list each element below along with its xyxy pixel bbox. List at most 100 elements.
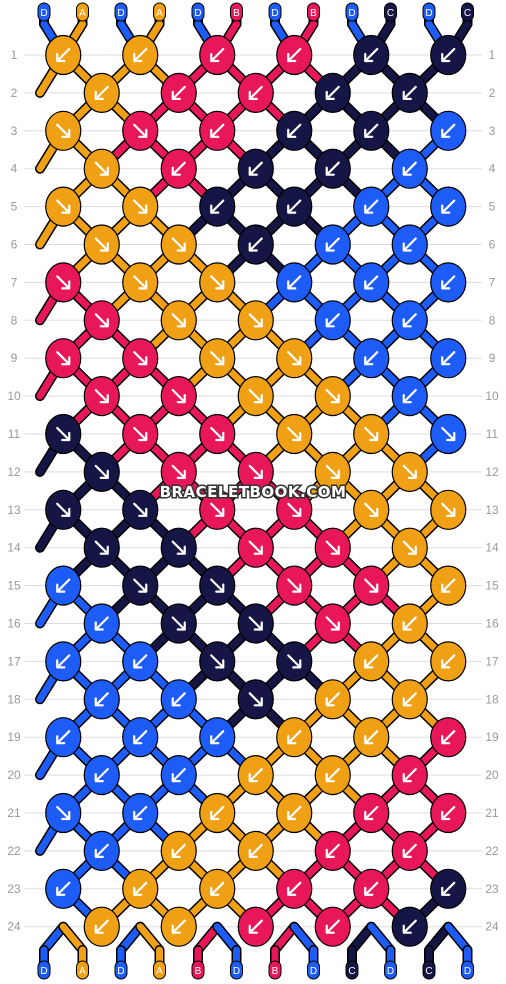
top-strand-label: D <box>422 2 436 22</box>
row-number-left: 23 <box>7 882 21 896</box>
arrow-down-right-icon <box>56 805 71 821</box>
bottom-strand-label: B <box>268 960 282 980</box>
strand-cap <box>461 2 474 22</box>
arrow-down-left-icon <box>210 881 225 896</box>
knot <box>83 376 120 417</box>
arrow-down-left-icon <box>171 843 186 858</box>
knot <box>430 262 467 303</box>
arrow-down-left-icon <box>248 843 263 858</box>
arrow-down-right-icon <box>248 540 263 555</box>
strand-cap <box>37 960 51 980</box>
arrow-down-right-icon <box>56 123 71 138</box>
arrow-down-left-icon <box>441 730 456 745</box>
arrow-down-left-icon <box>402 768 417 783</box>
arrow-down-left-icon <box>56 654 71 669</box>
arrow-down-left-icon <box>402 389 417 404</box>
row-number-left: 13 <box>7 503 21 517</box>
bottom-strand-label: D <box>307 960 320 980</box>
strand-letter: B <box>195 966 202 977</box>
arrow-down-left-icon <box>287 730 302 745</box>
strand-cap <box>114 960 128 980</box>
row-number-right: 23 <box>485 882 499 896</box>
arrow-down-left-icon <box>402 843 417 858</box>
thread-segment <box>367 923 394 954</box>
arrow-down-left-icon <box>364 730 379 745</box>
knot <box>45 489 82 530</box>
knot <box>353 717 390 758</box>
row-number-left: 24 <box>7 920 21 934</box>
row-number-left: 6 <box>11 238 18 252</box>
row-number-left: 17 <box>7 654 21 668</box>
strand-cap <box>153 960 166 980</box>
arrow-down-left-icon <box>133 805 148 821</box>
arrow-down-right-icon <box>133 426 148 442</box>
knot <box>45 413 82 455</box>
knot <box>391 603 428 644</box>
bottom-strand-label: C <box>422 960 436 980</box>
knot <box>122 110 159 151</box>
row-number-right: 16 <box>485 617 499 631</box>
knot <box>430 338 467 379</box>
strand-cap <box>461 960 474 980</box>
knot <box>314 527 351 568</box>
strand-letter: C <box>425 966 432 977</box>
bottom-strand-label: C <box>345 960 359 980</box>
arrow-down-left-icon <box>133 654 148 669</box>
strand-letter: D <box>194 8 201 19</box>
arrow-down-left-icon <box>133 730 148 745</box>
knot <box>430 186 467 227</box>
knot <box>276 792 313 834</box>
knot <box>199 338 236 379</box>
strand-cap <box>230 960 243 980</box>
knot <box>391 527 428 568</box>
strand-cap <box>307 960 320 980</box>
top-strand-label: D <box>37 2 51 22</box>
knot <box>83 679 120 720</box>
knot <box>122 868 159 909</box>
knot <box>199 34 236 76</box>
arrow-down-left-icon <box>364 351 379 366</box>
arrow-down-right-icon <box>56 275 71 290</box>
arrow-down-left-icon <box>94 919 109 934</box>
arrow-down-right-icon <box>325 616 340 631</box>
arrow-down-left-icon <box>325 161 340 176</box>
arrow-down-right-icon <box>248 313 263 328</box>
strand-letter: C <box>348 966 355 977</box>
arrow-down-left-icon <box>287 199 302 214</box>
arrow-down-left-icon <box>248 237 263 252</box>
row-number-right: 8 <box>489 313 496 327</box>
arrow-down-right-icon <box>171 540 186 555</box>
arrow-down-left-icon <box>441 578 456 593</box>
arrow-down-left-icon <box>441 351 456 366</box>
strand-labels: D A D A D B D B D C D C D A D A B D B D C D C D <box>37 2 474 980</box>
thread-segment <box>290 923 317 954</box>
knot <box>353 110 390 151</box>
thread-segment <box>59 923 86 954</box>
arrow-down-left-icon <box>94 768 109 783</box>
arrow-down-right-icon <box>402 540 417 555</box>
arrow-down-left-icon <box>94 616 109 631</box>
knot <box>276 110 313 151</box>
row-number-left: 7 <box>11 275 18 289</box>
arrow-down-left-icon <box>325 919 340 934</box>
knot <box>314 830 351 872</box>
arrow-down-left-icon <box>56 881 71 896</box>
arrow-down-left-icon <box>133 47 148 63</box>
strand-letter: A <box>79 966 86 977</box>
row-number-left: 12 <box>7 465 21 479</box>
knot <box>45 110 82 151</box>
arrow-down-left-icon <box>441 123 456 138</box>
arrow-down-left-icon <box>248 85 263 100</box>
arrow-down-right-icon <box>287 502 302 517</box>
row-number-right: 18 <box>485 692 499 706</box>
strand-letter: D <box>425 8 432 19</box>
knot <box>45 792 82 834</box>
arrow-down-left-icon <box>402 616 417 631</box>
knot <box>314 300 351 341</box>
strand-letter: A <box>156 966 163 977</box>
strand-cap <box>114 2 128 22</box>
row-number-left: 3 <box>11 124 18 138</box>
arrow-down-right-icon <box>364 426 379 442</box>
knot <box>199 110 236 151</box>
row-number-left: 21 <box>7 806 21 820</box>
